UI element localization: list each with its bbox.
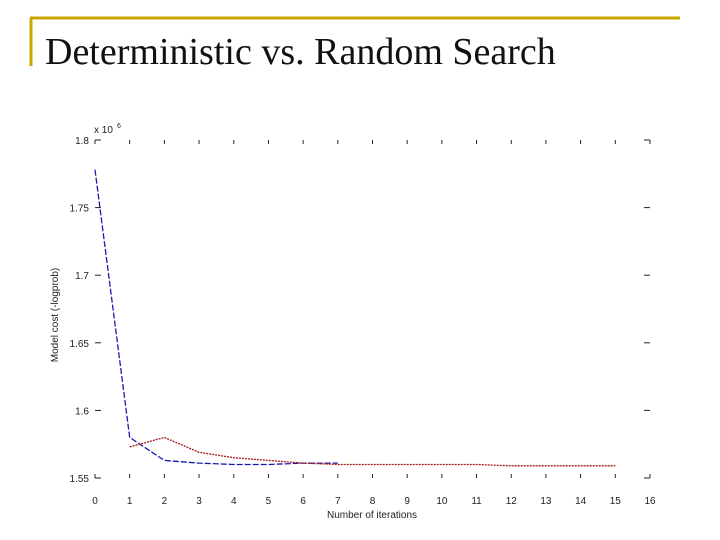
x-tick-label: 16 xyxy=(644,496,656,507)
x-tick-label: 5 xyxy=(266,496,272,507)
y-axis-label: Model cost (-logprob) xyxy=(50,268,61,362)
x-tick-label: 10 xyxy=(436,496,448,507)
x-tick-label: 12 xyxy=(506,496,518,507)
slide-title: Deterministic vs. Random Search xyxy=(45,31,556,73)
x-tick-label: 7 xyxy=(335,496,341,507)
y-tick-label: 1.75 xyxy=(70,204,90,215)
y-tick-label: 1.7 xyxy=(75,271,89,282)
x-tick-label: 14 xyxy=(575,496,587,507)
x-tick-label: 13 xyxy=(540,496,552,507)
x-tick-label: 11 xyxy=(471,496,482,507)
x-tick-label: 9 xyxy=(404,496,410,507)
x-tick-label: 1 xyxy=(127,496,133,507)
x-tick-label: 2 xyxy=(162,496,168,507)
x-tick-label: 3 xyxy=(196,496,202,507)
x-axis-label: Number of iterations xyxy=(327,510,417,521)
y-tick-label: 1.6 xyxy=(75,406,89,417)
x-tick-label: 6 xyxy=(300,496,306,507)
x-tick-label: 15 xyxy=(610,496,622,507)
y-tick-label: 1.55 xyxy=(70,474,90,485)
x-tick-label: 8 xyxy=(370,496,376,507)
series-line xyxy=(129,436,616,467)
x-tick-label: 4 xyxy=(231,496,237,507)
y-multiplier-exponent: 6 xyxy=(117,123,121,130)
x-tick-label: 0 xyxy=(92,496,98,507)
y-multiplier: x 10 xyxy=(94,125,113,136)
y-tick-label: 1.65 xyxy=(70,339,90,350)
series-line xyxy=(94,169,338,466)
y-tick-label: 1.8 xyxy=(75,136,89,147)
